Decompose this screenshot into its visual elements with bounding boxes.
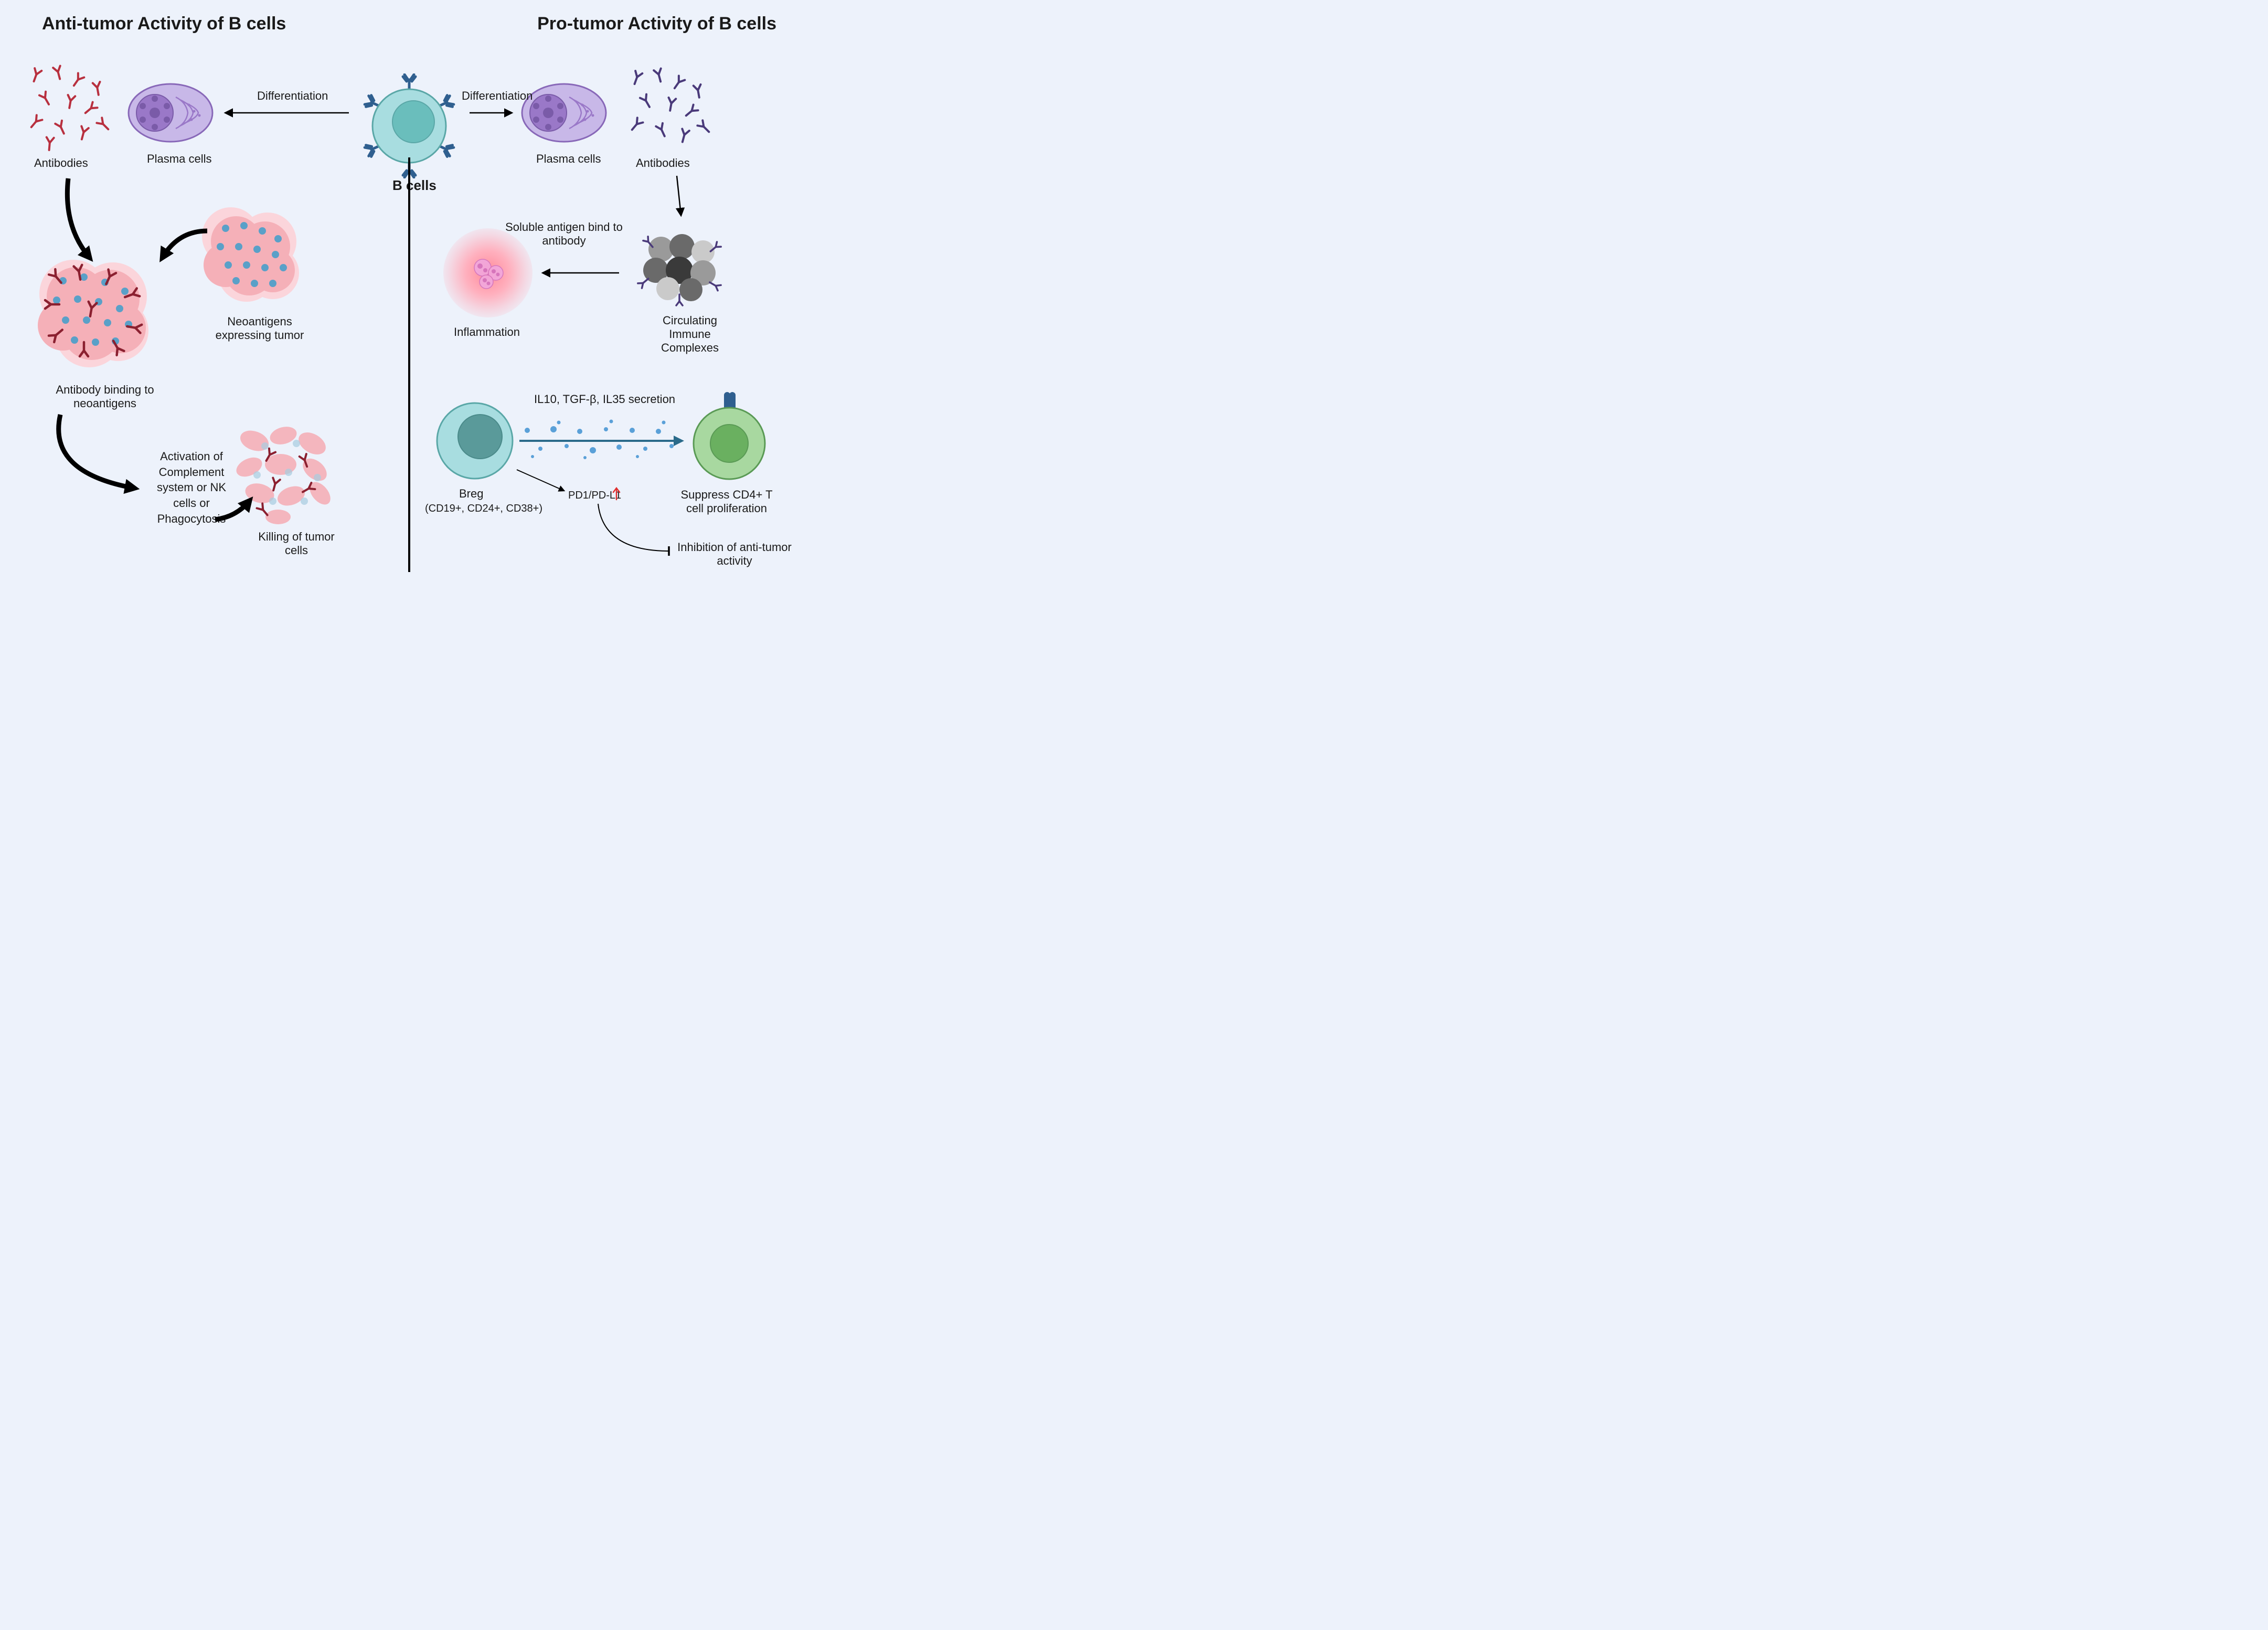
antibodies-purple-icon <box>622 60 716 157</box>
killing-tumor-label: Killing of tumor cells <box>254 530 338 557</box>
inhibition-label: Inhibition of anti-tumor activity <box>677 541 792 568</box>
differentiation-left-label: Differentiation <box>257 89 328 103</box>
breg-label: Breg <box>459 487 483 501</box>
antibodies-right-label: Antibodies <box>636 156 690 170</box>
neoantigen-tumor-label: Neoantigens expressing tumor <box>207 315 312 342</box>
antibodies-red-icon <box>21 58 115 155</box>
b-cell-label: B cells <box>392 177 436 194</box>
plasma-cell-right-icon <box>519 79 609 150</box>
antibodies-left-label: Antibodies <box>34 156 88 170</box>
cytokines-label: IL10, TGF-β, IL35 secretion <box>534 393 675 406</box>
cic-label: Circulating Immune Complexes <box>653 314 727 355</box>
soluble-antigen-label: Soluble antigen bind to antibody <box>504 220 624 248</box>
pd1-label: PD1/PD-L1 <box>568 490 621 502</box>
differentiation-right-label: Differentiation <box>462 89 533 103</box>
antibody-binding-label: Antibody binding to neoantigens <box>52 383 157 410</box>
neoantigen-tumor-icon <box>194 199 310 312</box>
suppress-cd4-label: Suppress CD4+ T cell proliferation <box>672 488 782 515</box>
title-pro-tumor: Pro-tumor Activity of B cells <box>537 14 776 34</box>
antibody-tumor-icon <box>26 247 163 380</box>
title-anti-tumor: Anti-tumor Activity of B cells <box>42 14 286 34</box>
plasma-cell-left-icon <box>126 79 215 150</box>
cd4-cell-icon <box>687 391 771 488</box>
breg-cell-icon <box>433 399 517 485</box>
plasma-cells-right-label: Plasma cells <box>536 152 601 166</box>
breg-markers-label: (CD19+, CD24+, CD38+) <box>425 503 542 515</box>
cic-icon <box>627 220 732 317</box>
inflammation-label: Inflammation <box>454 325 520 339</box>
killed-tumor-icon <box>226 415 346 533</box>
center-divider <box>408 157 410 572</box>
activation-label: Activation of Complement system or NK ce… <box>150 449 233 526</box>
plasma-cells-left-label: Plasma cells <box>147 152 211 166</box>
